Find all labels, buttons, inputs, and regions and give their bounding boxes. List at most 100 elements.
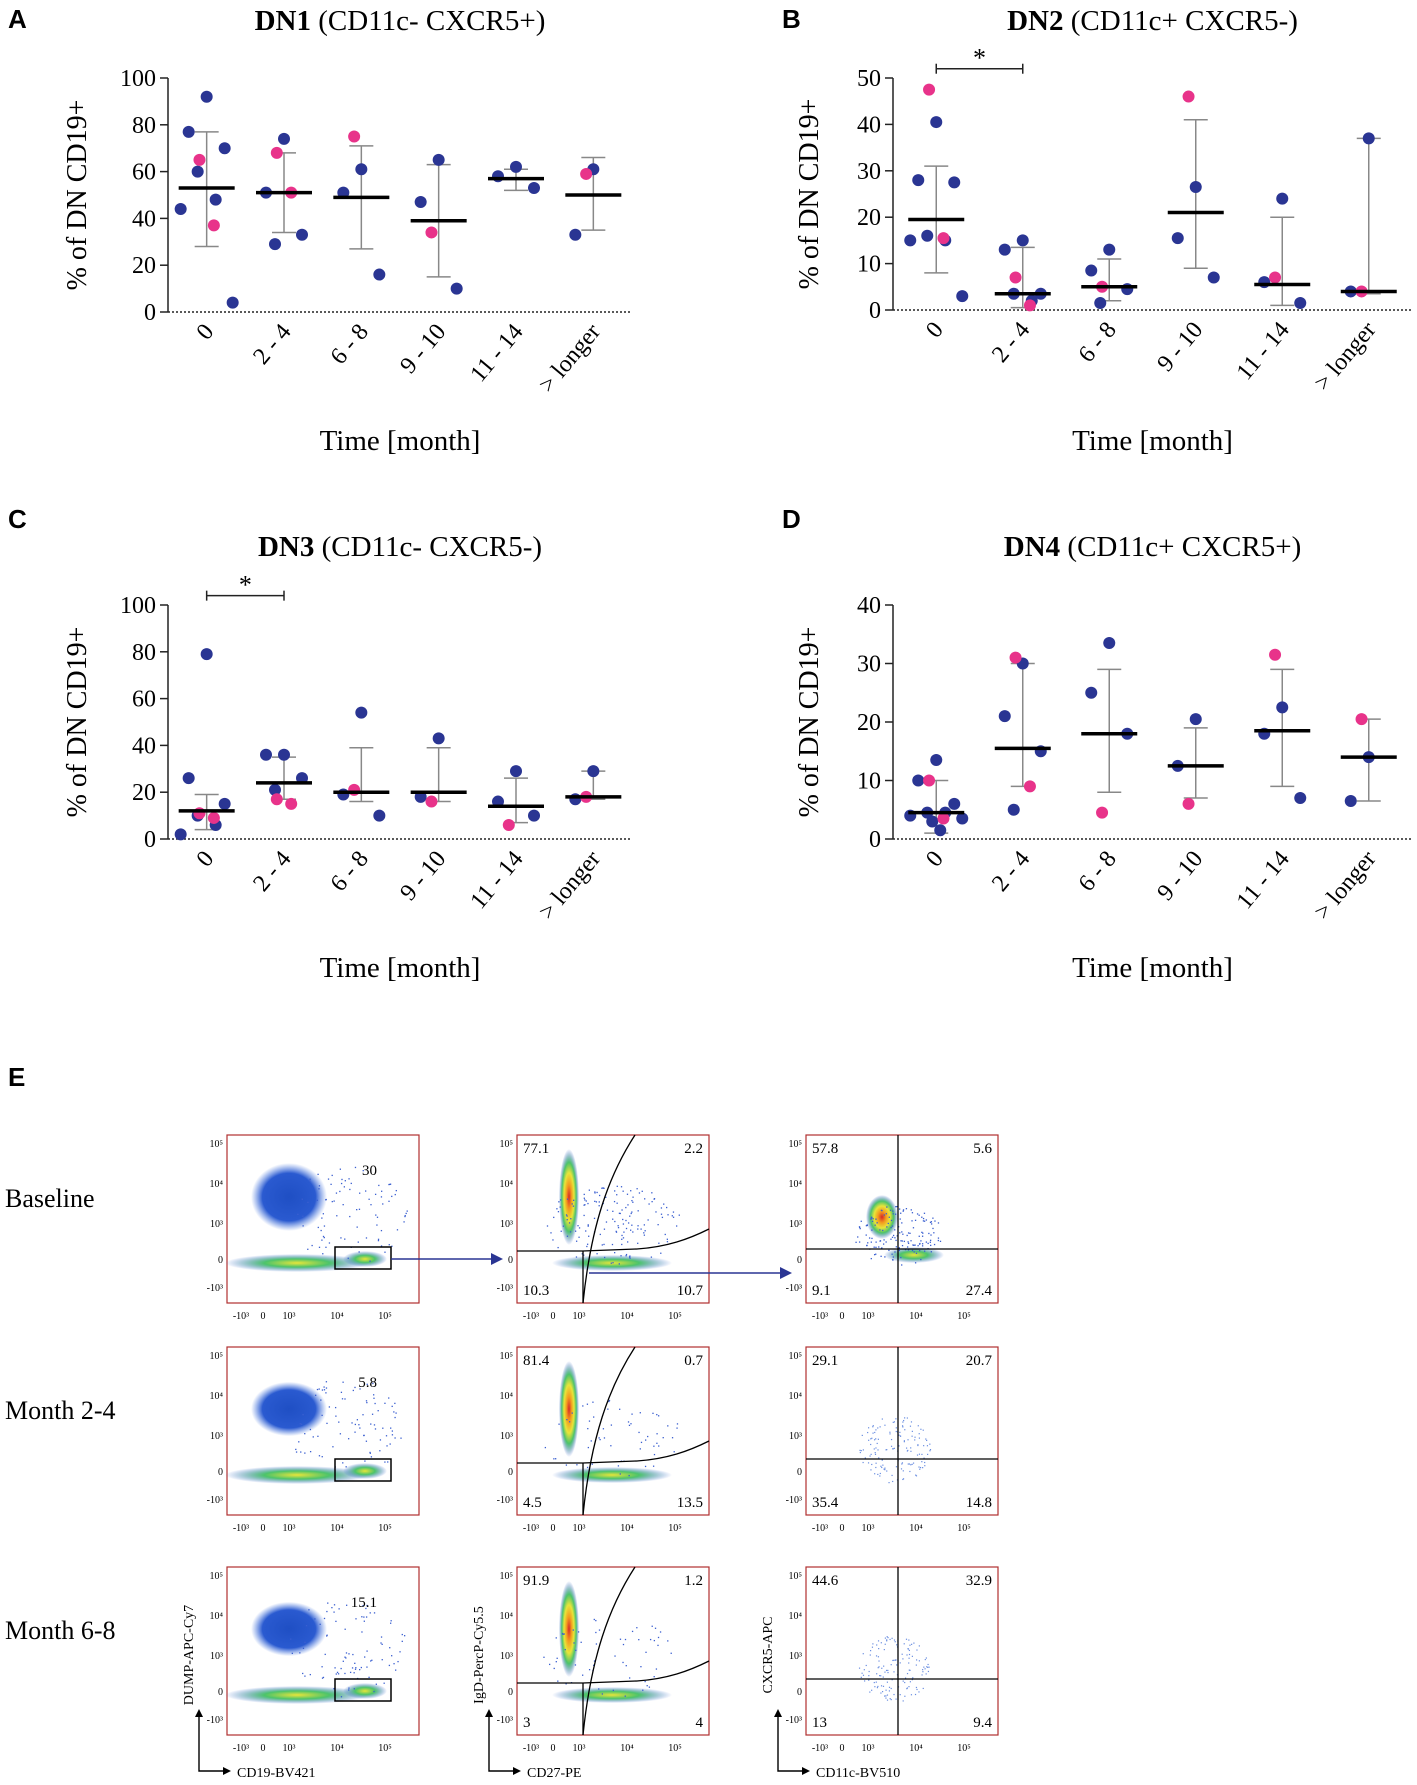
event-dot — [875, 1246, 877, 1248]
event-dot — [907, 1241, 909, 1243]
event-dot — [583, 1197, 585, 1199]
event-dot — [875, 1438, 877, 1440]
cell-population — [343, 1251, 387, 1267]
event-dot — [644, 1230, 646, 1232]
flow-x-tick: 0 — [840, 1523, 845, 1534]
event-dot — [380, 1229, 383, 1232]
flow-x-tick: 10⁵ — [957, 1743, 971, 1754]
event-dot — [908, 1669, 910, 1671]
data-point — [1276, 192, 1289, 205]
event-dot — [892, 1480, 894, 1483]
event-dot — [886, 1640, 888, 1642]
x-tick-label: > longer — [534, 319, 606, 398]
event-dot — [612, 1262, 614, 1264]
event-dot — [902, 1700, 904, 1702]
event-dot — [909, 1425, 912, 1427]
event-dot — [622, 1237, 625, 1239]
event-dot — [302, 1672, 304, 1675]
quadrant-value: 9.4 — [973, 1715, 992, 1731]
flow-x-tick: 10⁴ — [909, 1311, 923, 1322]
event-dot — [906, 1417, 908, 1419]
event-dot — [317, 1226, 319, 1229]
data-point — [174, 828, 187, 841]
event-dot — [613, 1200, 616, 1203]
plot-frame — [805, 1346, 999, 1516]
event-dot — [359, 1388, 361, 1390]
panel-D: D DN4 (CD11c+ CXCR5+) 0 10 20 30 40 % of DN CD1… — [782, 504, 1412, 984]
event-dot — [327, 1178, 330, 1180]
event-dot — [929, 1221, 932, 1224]
flow-y-tick: 0 — [508, 1687, 513, 1698]
event-dot — [913, 1244, 915, 1246]
event-dot — [643, 1232, 645, 1234]
event-dot — [890, 1438, 893, 1441]
flow-x-tick: 10⁴ — [330, 1743, 344, 1754]
event-dot — [656, 1413, 658, 1416]
event-dot — [868, 1670, 870, 1673]
event-dot — [892, 1421, 894, 1423]
event-dot — [363, 1616, 365, 1618]
event-dot — [394, 1437, 396, 1439]
event-dot — [893, 1639, 896, 1641]
flow-y-tick: 10⁴ — [789, 1391, 803, 1402]
flow-y-tick: 10⁵ — [500, 1571, 514, 1582]
x-axis-label: Time [month] — [1072, 425, 1233, 457]
event-dot — [657, 1644, 659, 1647]
event-dot — [875, 1681, 877, 1683]
event-dot — [389, 1647, 391, 1649]
event-dot — [908, 1463, 910, 1465]
data-point — [1355, 713, 1368, 726]
event-dot — [614, 1190, 616, 1192]
event-dot — [621, 1243, 623, 1246]
cell-population — [559, 1149, 579, 1245]
event-dot — [885, 1669, 888, 1672]
event-dot — [322, 1253, 324, 1255]
event-dot — [321, 1414, 323, 1417]
event-dot — [885, 1449, 887, 1451]
event-dot — [565, 1464, 568, 1466]
event-dot — [917, 1444, 919, 1447]
event-dot — [888, 1686, 891, 1688]
event-dot — [314, 1618, 316, 1620]
event-dot — [318, 1188, 320, 1190]
event-dot — [932, 1227, 934, 1230]
event-dot — [356, 1226, 358, 1228]
event-dot — [894, 1251, 896, 1253]
event-dot — [912, 1227, 915, 1229]
event-dot — [370, 1456, 373, 1458]
event-dot — [382, 1203, 384, 1205]
event-dot — [903, 1441, 905, 1443]
event-dot — [371, 1413, 374, 1415]
event-dot — [642, 1689, 644, 1691]
event-dot — [341, 1178, 343, 1181]
event-dot — [569, 1231, 572, 1233]
event-dot — [645, 1651, 647, 1653]
event-dot — [883, 1665, 885, 1667]
event-dot — [573, 1199, 575, 1201]
event-dot — [358, 1208, 361, 1210]
event-dot — [862, 1653, 864, 1655]
event-dot — [344, 1398, 346, 1400]
event-dot — [878, 1648, 880, 1650]
event-dot — [875, 1241, 877, 1243]
event-dot — [902, 1426, 904, 1428]
event-dot — [652, 1412, 654, 1414]
flow-y-label: CXCR5-APC — [761, 1616, 776, 1693]
data-point — [193, 807, 206, 820]
event-dot — [552, 1239, 554, 1241]
event-dot — [566, 1235, 569, 1237]
event-dot — [901, 1240, 903, 1242]
y-tick-label: 20 — [132, 780, 156, 806]
flow-y-tick: 10⁵ — [789, 1139, 803, 1150]
flow-x-tick: -10³ — [233, 1523, 249, 1534]
event-dot — [637, 1242, 639, 1244]
flow-x-tick: 0 — [261, 1743, 266, 1754]
event-dot — [596, 1253, 598, 1255]
event-dot — [898, 1208, 901, 1210]
event-dot — [637, 1228, 639, 1230]
arrow-head — [491, 1253, 503, 1265]
event-dot — [939, 1240, 942, 1242]
event-dot — [342, 1381, 344, 1383]
flow-x-tick: 10³ — [862, 1311, 875, 1322]
event-dot — [877, 1449, 879, 1451]
